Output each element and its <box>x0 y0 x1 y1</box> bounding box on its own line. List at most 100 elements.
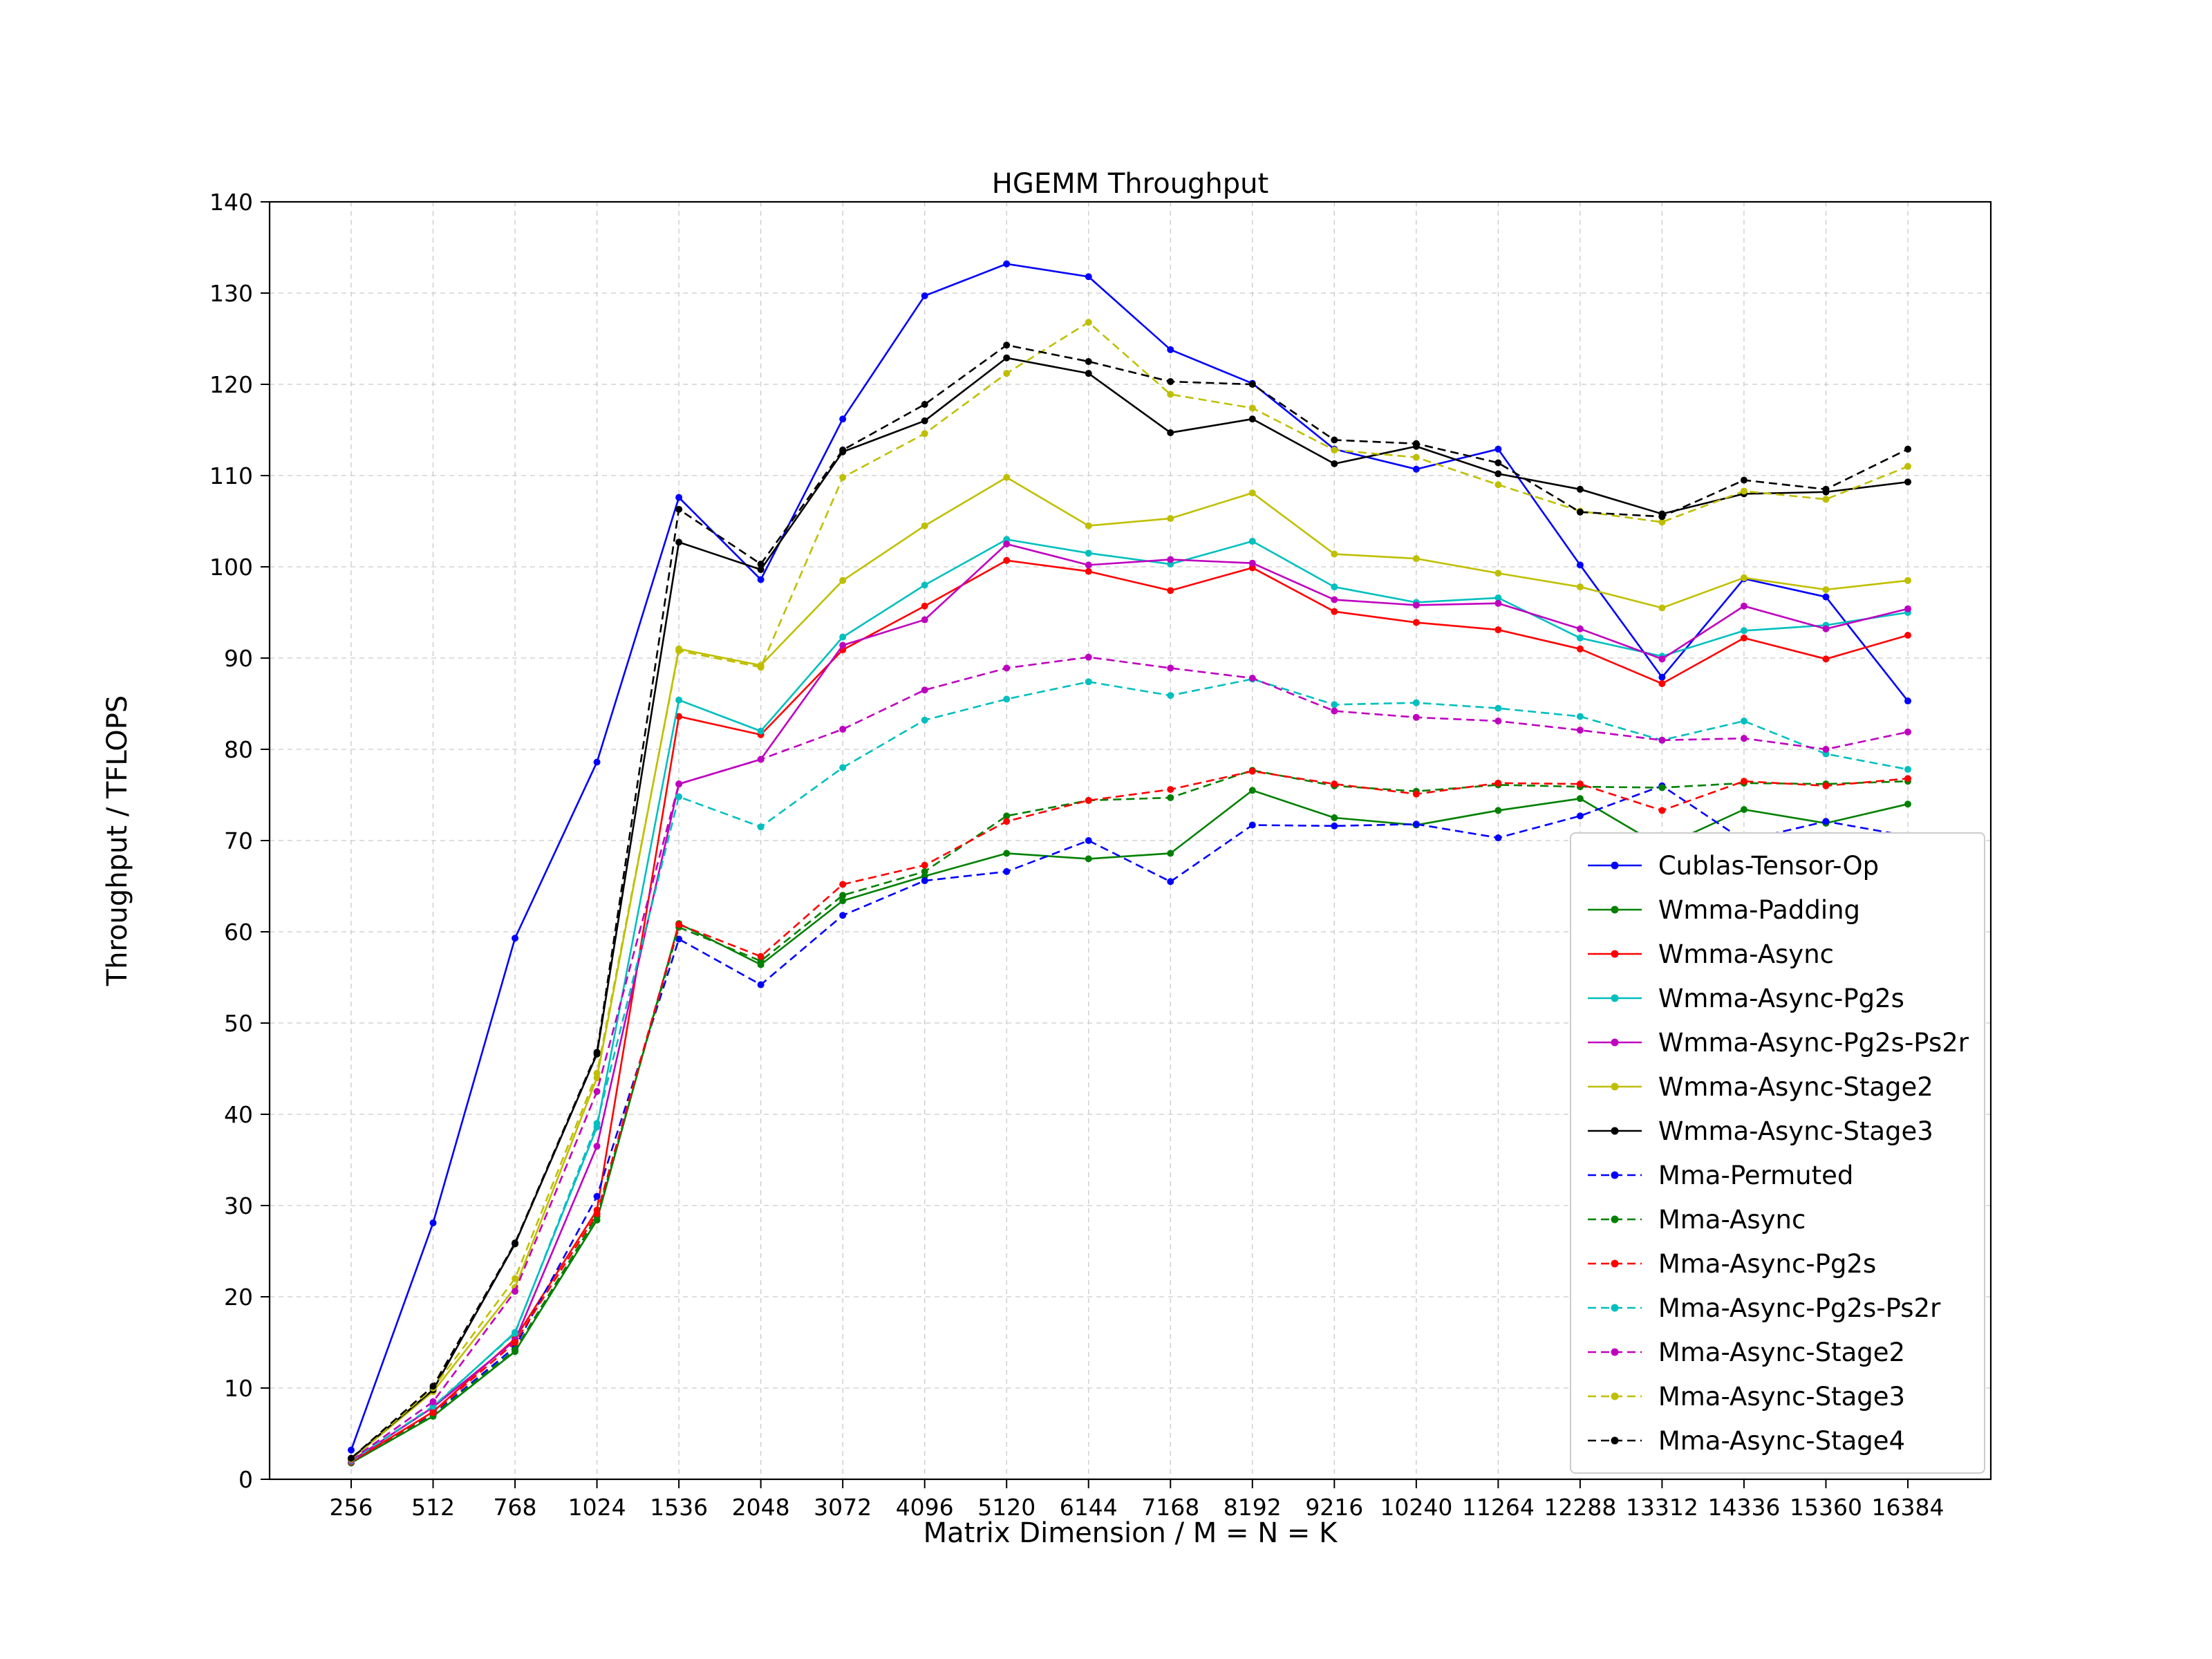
data-point <box>1658 518 1666 526</box>
legend-line-sample <box>1587 1215 1642 1224</box>
y-tick-label: 50 <box>224 1010 253 1037</box>
y-tick-label: 30 <box>224 1192 253 1219</box>
x-tick-label: 5120 <box>977 1494 1035 1521</box>
x-tick-label: 3072 <box>814 1494 872 1521</box>
legend-item-wmma-async: Wmma-Async <box>1586 932 1969 976</box>
y-tick-label: 60 <box>224 919 253 946</box>
data-point <box>757 981 765 988</box>
data-point <box>921 868 928 875</box>
data-point <box>1003 695 1011 703</box>
data-point <box>1658 807 1666 814</box>
data-point <box>1003 341 1011 349</box>
legend-marker <box>1611 1171 1619 1179</box>
data-point <box>1904 775 1911 782</box>
data-point <box>1822 485 1830 493</box>
data-point <box>1331 550 1338 558</box>
x-tick-label: 1024 <box>568 1494 626 1521</box>
data-point <box>1085 550 1092 557</box>
data-point <box>512 1275 519 1282</box>
data-point <box>1003 474 1011 481</box>
x-tick-label: 11264 <box>1462 1494 1535 1521</box>
data-point <box>1658 673 1666 681</box>
data-point <box>839 881 847 888</box>
data-point <box>1412 619 1420 626</box>
data-point <box>1085 678 1092 686</box>
y-tick-label: 100 <box>209 554 253 581</box>
data-point <box>921 877 928 885</box>
data-point <box>757 561 765 568</box>
data-point <box>1167 692 1174 700</box>
y-tick-label: 130 <box>209 280 253 307</box>
data-point <box>1822 782 1830 789</box>
data-point <box>675 793 683 800</box>
data-point <box>1494 459 1502 467</box>
data-point <box>1576 727 1584 734</box>
data-point <box>1658 513 1666 521</box>
data-point <box>1003 818 1011 825</box>
data-point <box>1904 577 1911 584</box>
series-mma-async-pg2s <box>348 767 1911 1465</box>
data-point <box>348 1454 355 1462</box>
data-point <box>1740 476 1747 484</box>
data-point <box>921 686 928 694</box>
data-point <box>839 912 847 919</box>
data-point <box>593 1143 601 1150</box>
data-point <box>1248 404 1256 412</box>
data-point <box>1576 812 1584 820</box>
legend-item-mma-async-stage2: Mma-Async-Stage2 <box>1586 1330 1969 1374</box>
data-point <box>1658 736 1666 744</box>
x-tick-label: 14336 <box>1707 1494 1780 1521</box>
data-point <box>921 430 928 438</box>
y-tick-label: 20 <box>224 1284 253 1311</box>
data-point <box>839 474 847 481</box>
data-point <box>1904 766 1911 774</box>
legend-marker <box>1611 1259 1619 1268</box>
data-point <box>429 1219 437 1227</box>
legend-line-sample <box>1587 861 1642 870</box>
legend-item-mma-async: Mma-Async <box>1586 1197 1969 1241</box>
legend-line-sample <box>1587 1304 1642 1312</box>
data-point <box>1904 728 1911 735</box>
legend-label: Wmma-Async-Pg2s-Ps2r <box>1658 1027 1969 1058</box>
data-point <box>757 727 765 735</box>
legend-marker <box>1611 994 1619 1002</box>
data-point <box>1576 583 1584 591</box>
data-point <box>1904 632 1911 639</box>
data-point <box>593 758 601 766</box>
data-point <box>1167 346 1174 353</box>
y-tick-label: 40 <box>224 1101 253 1128</box>
data-point <box>1331 608 1338 615</box>
y-tick-label: 140 <box>209 189 253 216</box>
legend-item-mma-permuted: Mma-Permuted <box>1586 1153 1969 1197</box>
legend-marker <box>1611 1127 1619 1135</box>
legend-line-sample <box>1587 1348 1642 1356</box>
legend-item-wmma-async-stage3: Wmma-Async-Stage3 <box>1586 1109 1969 1153</box>
legend-item-mma-async-pg2s: Mma-Async-Pg2s <box>1586 1241 1969 1286</box>
data-point <box>1331 596 1338 603</box>
legend-label: Cublas-Tensor-Op <box>1658 850 1880 881</box>
data-point <box>1576 780 1584 788</box>
legend-line-sample <box>1587 1436 1642 1445</box>
data-point <box>1085 855 1092 863</box>
data-point <box>839 633 847 641</box>
data-point <box>1085 837 1092 844</box>
data-point <box>1576 625 1584 632</box>
data-point <box>1167 587 1174 594</box>
data-point <box>1576 508 1584 516</box>
data-point <box>1904 478 1911 486</box>
axis-ticks <box>261 201 1909 1488</box>
x-tick-label: 6144 <box>1060 1494 1118 1521</box>
data-point <box>1904 800 1911 808</box>
data-point <box>429 1409 437 1416</box>
data-point <box>839 764 847 771</box>
data-point <box>593 1088 601 1095</box>
data-point <box>1494 481 1502 489</box>
y-tick-label: 0 <box>238 1466 253 1493</box>
y-tick-label: 80 <box>224 736 253 763</box>
legend-label: Mma-Async-Stage2 <box>1658 1337 1906 1367</box>
data-point <box>921 616 928 624</box>
data-point <box>1003 260 1011 268</box>
data-point <box>1248 787 1256 794</box>
x-tick-label: 512 <box>411 1494 455 1521</box>
data-point <box>675 647 683 655</box>
